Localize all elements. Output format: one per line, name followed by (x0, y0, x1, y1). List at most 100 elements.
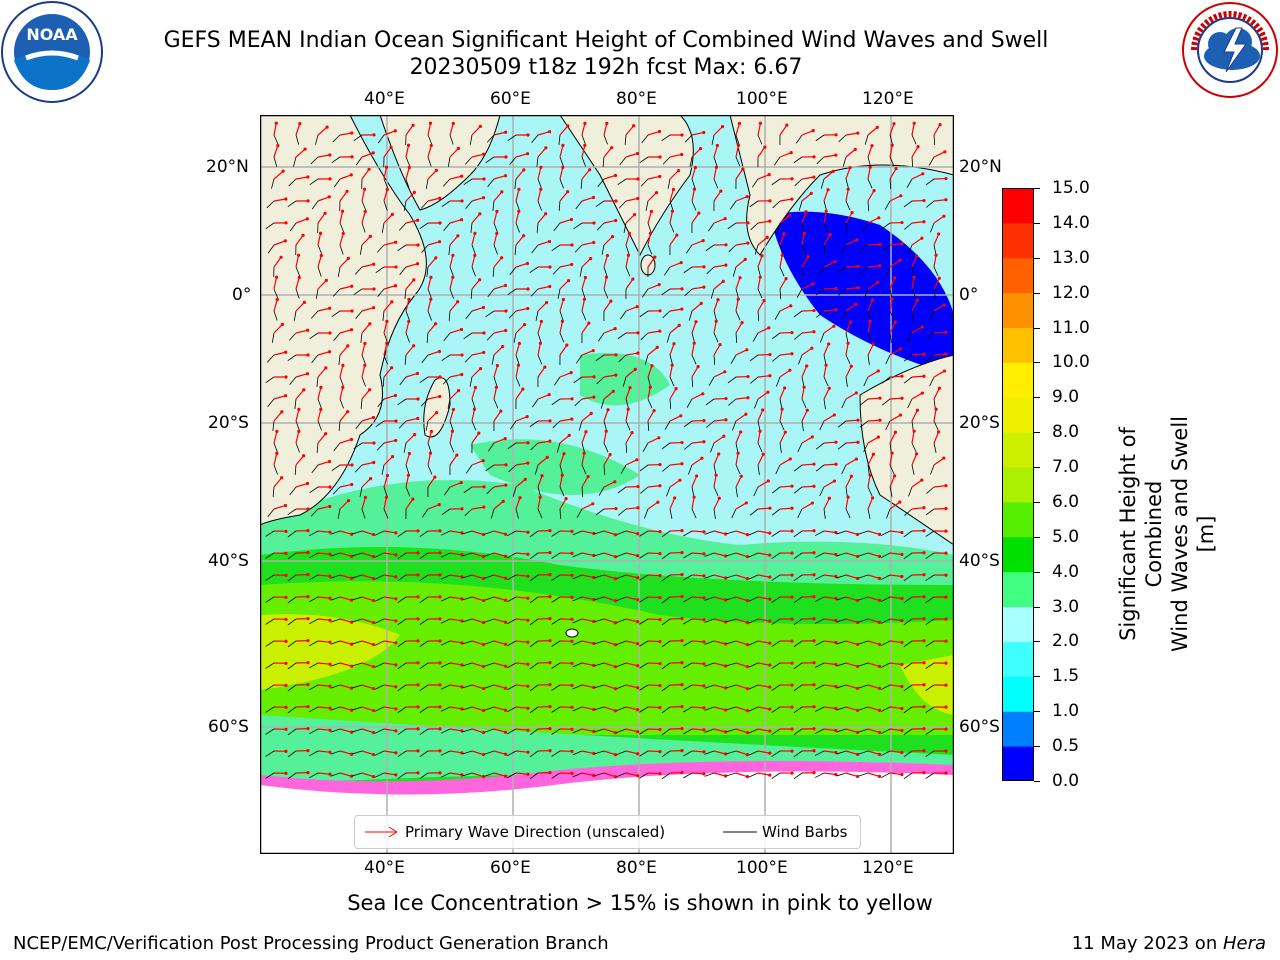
wind-barb (801, 266, 804, 278)
wave-arrow-head (460, 353, 464, 357)
wave-direction-arrow (647, 485, 660, 488)
wind-barb (726, 772, 737, 777)
wave-direction-arrow (273, 477, 283, 488)
wave-arrow-head (899, 194, 903, 198)
wave-direction-arrow (713, 126, 723, 136)
wind-barb (686, 244, 693, 254)
wave-arrow-head (611, 389, 615, 393)
wave-arrow-head (636, 752, 640, 756)
wave-direction-arrow (779, 255, 783, 268)
wave-arrow-head (570, 661, 574, 665)
wind-barb (683, 750, 693, 757)
wave-arrow-head (680, 682, 684, 687)
wind-barb (925, 750, 935, 757)
wave-direction-arrow (383, 146, 392, 158)
wind-barb (639, 684, 649, 691)
wave-direction-arrow (845, 552, 858, 557)
wave-arrow-head (832, 324, 836, 328)
wind-barb (933, 244, 937, 255)
wave-arrow-head (393, 393, 398, 398)
wind-barb (559, 508, 562, 520)
wave-arrow-head (481, 532, 486, 537)
wave-arrow-head (855, 620, 860, 625)
wind-barb (867, 178, 873, 189)
wave-arrow-head (438, 683, 442, 687)
wave-arrow-head (719, 189, 723, 193)
wave-direction-arrow (339, 190, 348, 202)
lon-label-top-80e: 80°E (616, 89, 657, 109)
wave-direction-arrow (713, 706, 726, 711)
wind-barb (486, 486, 495, 495)
wave-direction-arrow (933, 353, 947, 356)
wind-barb (726, 552, 737, 557)
wave-arrow-head (942, 303, 946, 307)
wave-direction-arrow (361, 389, 371, 400)
wind-barb (598, 332, 605, 342)
wind-barb (793, 750, 803, 758)
wind-barb (440, 750, 451, 756)
wave-direction-arrow (515, 235, 525, 246)
wind-barb (925, 640, 935, 647)
wave-direction-arrow (361, 552, 374, 558)
wave-arrow-head (538, 341, 543, 345)
wave-arrow-head (416, 573, 420, 577)
wave-direction-arrow (581, 241, 594, 246)
wave-arrow-head (855, 238, 859, 242)
wave-direction-arrow (625, 214, 635, 224)
wave-arrow-head (385, 187, 389, 192)
wave-direction-arrow (581, 772, 594, 777)
wind-barb (903, 354, 913, 362)
wave-direction-arrow (889, 772, 902, 776)
wave-arrow-head (284, 705, 288, 709)
wind-barb (507, 684, 517, 691)
wave-arrow-head (613, 480, 617, 484)
wave-arrow-head (503, 620, 508, 624)
wind-barb (618, 508, 627, 516)
wave-arrow-head (592, 221, 596, 225)
wave-direction-arrow (449, 662, 462, 666)
wave-direction-arrow (471, 552, 484, 558)
wave-direction-arrow (691, 640, 705, 643)
wave-arrow-head (503, 283, 508, 288)
wave-direction-arrow (273, 277, 278, 290)
wave-arrow-head (416, 416, 420, 421)
wind-barb (374, 596, 385, 602)
wave-arrow-head (328, 750, 332, 754)
wind-barb (726, 530, 737, 535)
wave-arrow-head (279, 255, 283, 259)
wind-barb (889, 288, 893, 299)
wave-arrow-head (944, 661, 948, 665)
wind-barb (484, 552, 495, 557)
wave-arrow-head (812, 175, 816, 179)
wind-barb (515, 200, 520, 211)
wave-direction-arrow (735, 397, 748, 400)
wave-arrow-head (809, 191, 813, 195)
wind-barb (815, 288, 825, 296)
wave-arrow-head (298, 122, 302, 126)
wave-direction-arrow (471, 279, 481, 290)
lat-label-left-20s: 20°S (208, 413, 249, 433)
wave-direction-arrow (471, 153, 484, 158)
wave-arrow-head (724, 396, 728, 401)
wave-arrow-head (717, 452, 721, 456)
wave-arrow-head (548, 749, 552, 753)
wave-direction-arrow (867, 419, 881, 422)
wave-direction-arrow (295, 148, 306, 158)
wave-arrow-head (745, 555, 750, 559)
wave-arrow-head (306, 771, 310, 775)
wave-direction-arrow (603, 454, 611, 466)
wind-barb (867, 464, 870, 475)
wave-direction-arrow (779, 214, 790, 224)
wind-barb (311, 354, 319, 363)
wave-direction-arrow (889, 596, 902, 600)
wave-arrow-head (898, 500, 902, 504)
wave-arrow-head (805, 408, 809, 412)
wave-arrow-head (517, 341, 522, 346)
wave-arrow-head (812, 484, 816, 488)
wave-direction-arrow (273, 411, 283, 422)
wave-arrow-head (429, 275, 433, 279)
wave-arrow-head (604, 275, 609, 279)
wind-barb-swatch (723, 831, 757, 833)
wave-arrow-head (416, 661, 420, 665)
wave-arrow-head (384, 495, 389, 499)
